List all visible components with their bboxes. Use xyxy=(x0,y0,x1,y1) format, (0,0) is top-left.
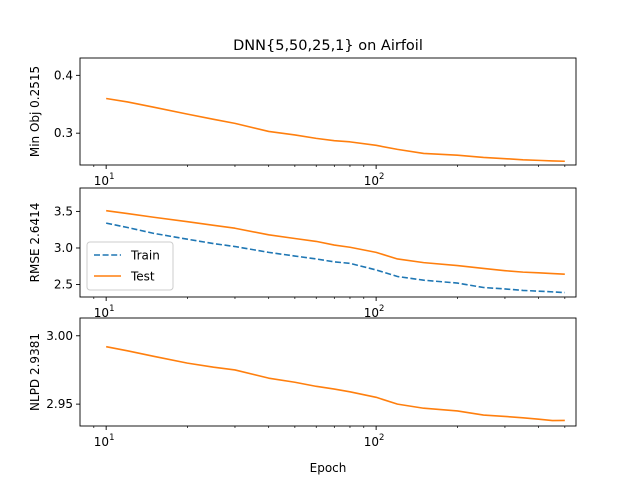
x-axis-label: Epoch xyxy=(310,461,347,475)
x-tick-label: 101 xyxy=(94,304,115,320)
x-tick-label: 101 xyxy=(94,433,115,449)
y-tick-label: 0.3 xyxy=(54,126,73,140)
panel-middle: 101 102 2.5 3.0 3.5 RMSE 2.6414 Train Test xyxy=(28,187,577,320)
axes-frame xyxy=(79,317,577,427)
chart-title: DNN{5,50,25,1} on Airfoil xyxy=(233,38,423,54)
legend: Train Test xyxy=(86,241,174,291)
x-tick-label: 102 xyxy=(364,433,385,449)
series-line-top xyxy=(106,97,565,163)
legend-label: Train xyxy=(130,249,160,263)
legend-label: Test xyxy=(130,270,155,284)
axes-frame xyxy=(79,57,577,166)
series-line-train xyxy=(105,222,565,294)
x-tick-label: 102 xyxy=(364,304,385,320)
series-line-bottom xyxy=(106,345,565,422)
panel-top: 101 102 0.3 0.4 Min Obj 0.2515 xyxy=(28,57,577,188)
axes-frame xyxy=(79,187,577,298)
y-axis-label: NLPD 2.9381 xyxy=(28,333,42,411)
x-tick-label: 102 xyxy=(364,172,385,188)
y-tick-label: 0.4 xyxy=(54,68,73,82)
y-tick-label: 3.5 xyxy=(54,204,73,218)
y-tick-label: 3.0 xyxy=(54,241,73,255)
y-tick-label: 2.5 xyxy=(54,278,73,292)
legend-box xyxy=(86,241,174,291)
y-axis-label: Min Obj 0.2515 xyxy=(28,66,42,157)
y-axis-label: RMSE 2.6414 xyxy=(28,203,42,283)
panel-bottom: 101 102 2.95 3.00 NLPD 2.9381 xyxy=(28,317,577,449)
series-line-test xyxy=(106,209,565,276)
y-tick-label: 2.95 xyxy=(46,397,73,411)
x-tick-label: 101 xyxy=(94,172,115,188)
y-tick-label: 3.00 xyxy=(46,329,73,343)
